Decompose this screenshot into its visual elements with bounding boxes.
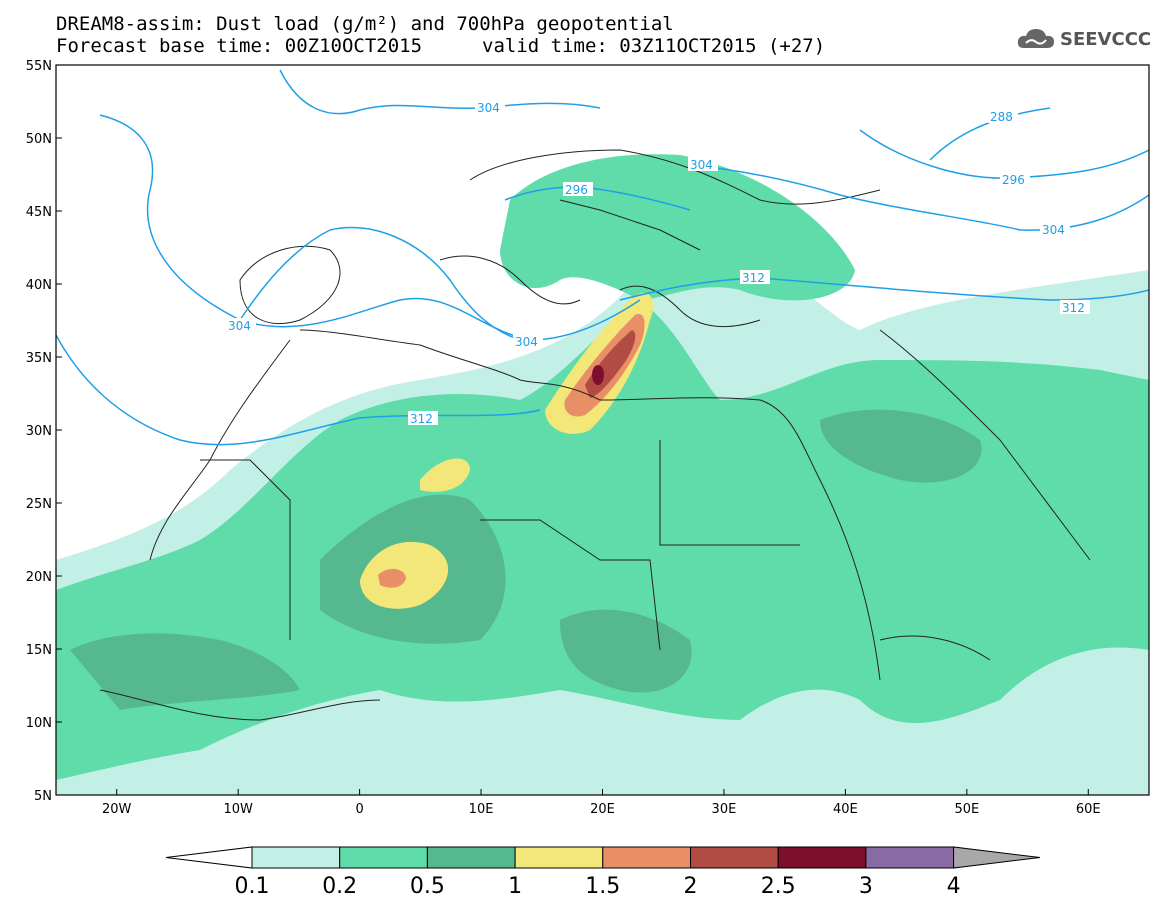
colorbar-label: 0.1 — [235, 874, 270, 899]
colorbar-label: 0.2 — [322, 874, 357, 899]
logo-text: SEEVCCC — [1060, 28, 1152, 50]
colorbar: 0.1 0.2 0.5 1 1.5 2 2.5 3 4 — [165, 846, 1041, 899]
contour-label: 312 — [742, 271, 765, 285]
lat-tick-label: 35N — [26, 351, 52, 366]
lat-tick-label: 5N — [34, 789, 52, 804]
lon-tick-label: 60E — [1076, 802, 1101, 817]
lon-tick-label: 50E — [954, 802, 979, 817]
lon-tick-label: 20W — [102, 802, 132, 817]
seevccc-logo: SEEVCCC — [1016, 26, 1151, 52]
colorbar-label: 2.5 — [761, 874, 796, 899]
contour-304-circle — [239, 226, 521, 341]
dust-area-maroon — [592, 365, 604, 385]
dust-area-darkgreen — [70, 633, 300, 710]
contour-288 — [929, 107, 1051, 161]
colorbar-label: 1 — [508, 874, 522, 899]
colorbar-segment — [426, 846, 516, 869]
lon-tick-label: 10E — [469, 802, 494, 817]
contour-label: 304 — [690, 158, 713, 172]
colorbar-segment — [514, 846, 604, 869]
contour-label: 296 — [1002, 173, 1025, 187]
colorbar-label: 3 — [859, 874, 873, 899]
colorbar-over-triangle — [953, 846, 1041, 869]
dust-field — [56, 154, 1149, 795]
contour-label: 312 — [410, 412, 433, 426]
title-base-time: Forecast base time: 00Z10OCT2015 — [56, 35, 423, 57]
colorbar-segment — [865, 846, 955, 869]
colorbar-segment — [251, 846, 341, 869]
contour-312-west — [56, 334, 541, 446]
colorbar-segment — [602, 846, 691, 869]
lat-tick-label: 40N — [26, 278, 52, 293]
title-valid-time: valid time: 03Z11OCT2015 (+27) — [482, 35, 826, 57]
contour-labels: 304 296 304 288 296 304 312 304 312 312 … — [226, 100, 1090, 426]
contour-label: 288 — [990, 110, 1013, 124]
lon-tick-label: 30E — [712, 802, 737, 817]
lat-tick-label: 25N — [26, 497, 52, 512]
lat-tick-label: 45N — [26, 205, 52, 220]
contour-304-balkans — [689, 164, 1149, 231]
lon-tick-label: 0 — [355, 802, 363, 817]
cloud-logo-icon — [1017, 29, 1054, 48]
contour-label: 304 — [515, 335, 538, 349]
lon-tick-label: 10W — [223, 802, 253, 817]
longitude-axis: 20W 10W 0 10E 20E 30E 40E 50E 60E — [102, 789, 1101, 817]
lat-tick-label: 10N — [26, 716, 52, 731]
dust-area-orange-2 — [378, 568, 406, 588]
colorbar-segment — [339, 846, 428, 869]
dust-area-yellow-2 — [420, 458, 470, 492]
lat-tick-label: 55N — [26, 59, 52, 74]
colorbar-label: 0.5 — [410, 874, 445, 899]
colorbar-label: 1.5 — [585, 874, 620, 899]
contour-label: 304 — [1042, 223, 1065, 237]
colorbar-under-triangle — [165, 846, 253, 869]
dust-area-darkgreen-3 — [560, 609, 692, 693]
contour-312-east — [619, 277, 1149, 301]
lat-tick-label: 50N — [26, 132, 52, 147]
lat-tick-label: 15N — [26, 643, 52, 658]
colorbar-segment — [690, 846, 779, 869]
dust-area-darkgreen-4 — [820, 409, 982, 483]
colorbar-label: 2 — [684, 874, 698, 899]
contour-label: 304 — [477, 101, 500, 115]
colorbar-segment — [777, 846, 867, 869]
lon-tick-label: 40E — [833, 802, 858, 817]
contour-304-north — [279, 69, 601, 115]
contour-label: 312 — [1062, 301, 1085, 315]
title-line-1: DREAM8-assim: Dust load (g/m²) and 700hP… — [56, 13, 674, 35]
colorbar-label: 4 — [947, 874, 961, 899]
latitude-axis: 55N 50N 45N 40N 35N 30N 25N 20N 15N 10N 5N — [26, 59, 62, 804]
lat-tick-label: 20N — [26, 570, 52, 585]
contour-label: 304 — [228, 319, 251, 333]
lat-tick-label: 30N — [26, 424, 52, 439]
contour-label: 296 — [565, 183, 588, 197]
lon-tick-label: 20E — [590, 802, 615, 817]
coastlines — [99, 149, 1091, 721]
